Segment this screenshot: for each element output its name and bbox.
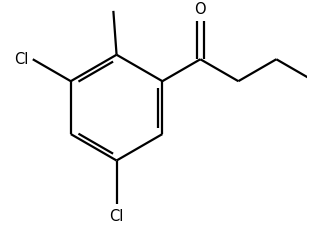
Text: Cl: Cl <box>14 52 28 67</box>
Text: O: O <box>195 2 206 17</box>
Text: Cl: Cl <box>109 209 124 224</box>
